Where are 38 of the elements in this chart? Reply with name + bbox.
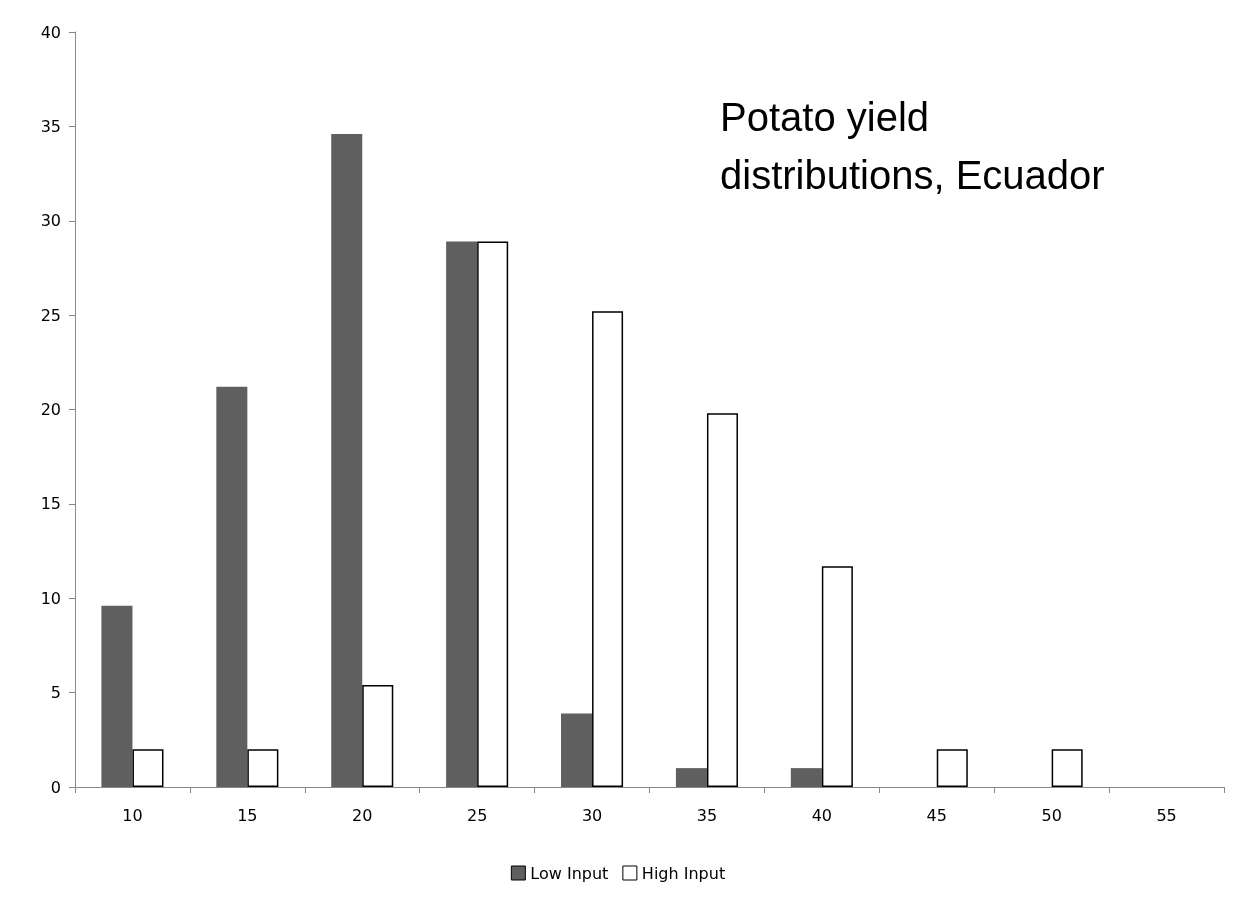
- bar: [706, 413, 738, 787]
- bar: [132, 749, 164, 787]
- x-tick-label: 50: [1041, 805, 1062, 825]
- x-tick-label: 10: [122, 805, 143, 825]
- y-tick-label: 5: [50, 683, 61, 703]
- legend-label: High Input: [641, 863, 726, 883]
- y-tick-label: 10: [40, 588, 61, 608]
- bar: [936, 749, 968, 787]
- bar: [216, 386, 248, 787]
- bar: [790, 768, 822, 787]
- bar: [675, 768, 707, 787]
- x-tick-label: 25: [466, 805, 488, 825]
- bar: [1051, 749, 1083, 787]
- x-tick-label: 40: [811, 805, 833, 825]
- y-tick-label: 20: [40, 400, 61, 419]
- x-tick-label: 35: [696, 805, 718, 825]
- y-tick-label: 15: [40, 494, 61, 514]
- x-tick-label: 55: [1156, 805, 1177, 825]
- y-tick-label: 40: [40, 22, 61, 42]
- bar: [592, 311, 624, 787]
- x-tick-label: 45: [926, 805, 947, 825]
- bar: [247, 749, 279, 787]
- bar: [821, 566, 853, 787]
- bar: [561, 713, 593, 787]
- bar: [101, 605, 133, 787]
- x-tick-label: 30: [581, 805, 603, 825]
- bar: [446, 241, 478, 787]
- text: Potato yield distributions, Ecuador: [720, 95, 1105, 197]
- y-tick-label: 25: [40, 305, 61, 325]
- bar: [331, 133, 363, 787]
- x-tick-label: 20: [352, 805, 373, 825]
- legend-label: Low Input: [530, 863, 609, 883]
- y-tick-label: 30: [40, 211, 61, 231]
- y-tick-label: 0: [50, 777, 61, 797]
- bar: [477, 241, 509, 787]
- bar: [362, 685, 394, 787]
- y-tick-label: 35: [40, 116, 61, 136]
- x-tick-label: 15: [237, 805, 258, 825]
